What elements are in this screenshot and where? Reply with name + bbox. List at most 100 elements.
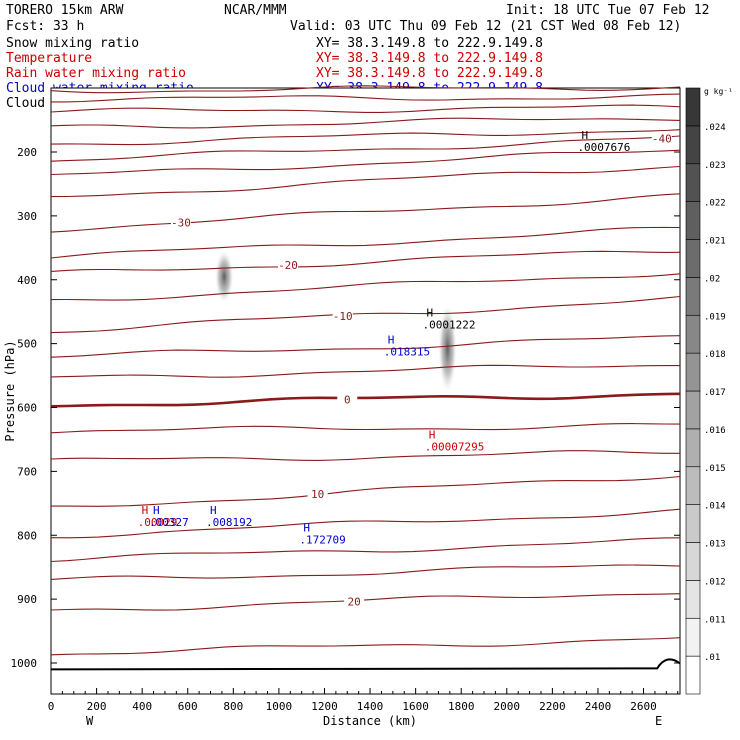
temperature-contour-2 [50, 104, 681, 113]
terrain [50, 658, 681, 671]
field-name-1: Temperature [6, 51, 92, 66]
temperature-contour-22 [50, 593, 681, 611]
field-xy-0: XY= 38.3.149.8 to 222.9.149.8 [316, 36, 543, 51]
extremum-value-0: .0007676 [577, 141, 630, 154]
colorbar-cell-5 [685, 466, 701, 505]
west-label: W [86, 714, 94, 728]
temperature-contour-23 [50, 637, 681, 656]
contour-label-22: 20 [347, 595, 360, 608]
extremum-value-3: .00007295 [425, 440, 485, 453]
y-tick-label-4: 600 [17, 402, 37, 415]
y-tick-label-0: 200 [17, 146, 37, 159]
contour-label-8: -30 [171, 216, 191, 229]
x-tick-label-4: 800 [223, 700, 243, 713]
colorbar-tick-label-9: .019 [704, 312, 726, 322]
shaded-region-0 [215, 251, 234, 303]
extremum-marker-6: H [210, 504, 217, 517]
colorbar-cell-8 [685, 352, 701, 392]
forecast-hour: Fcst: 33 h [6, 19, 84, 34]
temperature-contour-9 [50, 226, 681, 259]
temperature-contour-17 [50, 450, 680, 461]
extremum-marker-4: H [142, 504, 149, 517]
colorbar-tick-label-14: .024 [704, 123, 726, 133]
temperature-contour-14 [50, 364, 680, 378]
y-tick-label-1: 300 [17, 210, 37, 223]
extremum-marker-2: H [388, 333, 395, 346]
colorbar-tick-label-2: .012 [704, 577, 726, 587]
colorbar-cell-1 [685, 617, 701, 657]
temperature-contour-16 [50, 423, 681, 434]
x-tick-label-10: 2000 [494, 700, 521, 713]
field-name-2: Rain water mixing ratio [6, 66, 186, 81]
extremum-marker-1: H [426, 306, 433, 319]
contour-label-bg-18 [307, 487, 328, 500]
y-tick-label-7: 900 [17, 593, 37, 606]
plot-frame [50, 87, 681, 695]
field-name-0: Snow mixing ratio [6, 36, 139, 51]
temperature-contour-11 [50, 273, 681, 301]
extremum-marker-0: H [581, 129, 588, 142]
contour-label-5: -40 [652, 133, 672, 146]
colorbar-tick-label-10: .02 [704, 274, 720, 284]
x-tick-label-7: 1400 [357, 700, 384, 713]
terrain-line [50, 658, 681, 671]
x-tick-label-13: 2600 [630, 700, 657, 713]
colorbar-tick-label-7: .017 [704, 388, 726, 398]
temperature-contour-1 [51, 93, 681, 103]
colorbar-tick-label-12: .022 [704, 199, 726, 209]
colorbar-tick-label-6: .016 [704, 426, 726, 436]
extrema-annotations: H.0007676H.0001222H.018315H.00007295H.00… [138, 129, 631, 547]
init-time: Init: 18 UTC Tue 07 Feb 12 [506, 3, 710, 18]
temperature-contour-6 [50, 149, 681, 176]
y-tick-label-5: 700 [17, 465, 37, 478]
colorbar-cell-13 [685, 163, 701, 202]
colorbar-tick-label-1: .011 [704, 615, 726, 625]
y-tick-label-8: 1000 [11, 657, 38, 670]
colorbar-cell-0 [685, 655, 701, 695]
y-tick-label-6: 800 [17, 529, 37, 542]
temperature-contour-0 [50, 85, 681, 94]
colorbar-tick-label-5: .015 [704, 464, 726, 474]
colorbar-cell-7 [685, 390, 701, 430]
temperature-contour-19 [50, 508, 681, 539]
shaded-regions [215, 251, 457, 392]
model-title: TORERO 15km ARW [6, 3, 124, 18]
east-label: E [655, 714, 662, 728]
y-tick-label-2: 400 [17, 274, 37, 287]
x-tick-label-11: 2200 [539, 700, 566, 713]
colorbar-tick-label-8: .018 [704, 350, 726, 360]
y-tick-label-3: 500 [17, 338, 37, 351]
colorbar-cell-4 [685, 504, 701, 543]
valid-time: Valid: 03 UTC Thu 09 Feb 12 (21 CST Wed … [290, 19, 681, 34]
contour-label-bg-15 [337, 392, 358, 405]
contour-label-10: -20 [278, 259, 298, 272]
y-axis-label: Pressure (hPa) [3, 340, 17, 441]
extremum-value-5: .00327 [149, 516, 189, 529]
extremum-value-1: .0001222 [422, 318, 475, 331]
colorbar-cell-15 [685, 87, 701, 127]
temperature-contour-7 [50, 165, 681, 198]
colorbar-tick-label-11: .021 [704, 237, 726, 247]
colorbar-unit: g kg⁻¹ [704, 87, 733, 96]
temperature-contour-4 [50, 129, 681, 146]
x-tick-label-2: 400 [132, 700, 152, 713]
x-tick-label-3: 600 [178, 700, 198, 713]
temperature-contour-21 [50, 564, 681, 580]
contour-label-bg-10 [278, 257, 299, 270]
x-tick-label-12: 2400 [585, 700, 612, 713]
field-xy-1: XY= 38.3.149.8 to 222.9.149.8 [316, 51, 543, 66]
colorbar: g kg⁻¹ .01 .011 .012 .013 .014 .015 .016 .017 .0… [685, 87, 733, 695]
colorbar-cell-9 [685, 314, 701, 354]
x-tick-label-8: 1600 [402, 700, 429, 713]
contour-label-18: 10 [311, 488, 324, 501]
temperature-contour-12 [50, 295, 681, 334]
temperature-contour-8 [50, 193, 681, 233]
axes: 0 200 400 600 800 1000 1200 1400 1600 1800 2000 220… [11, 146, 680, 713]
temperature-contour-20 [50, 537, 681, 563]
colorbar-tick-label-4: .014 [704, 502, 726, 512]
colorbar-cell-12 [685, 201, 701, 240]
contour-label-bg-12 [332, 309, 353, 322]
colorbar-cell-6 [685, 428, 701, 468]
